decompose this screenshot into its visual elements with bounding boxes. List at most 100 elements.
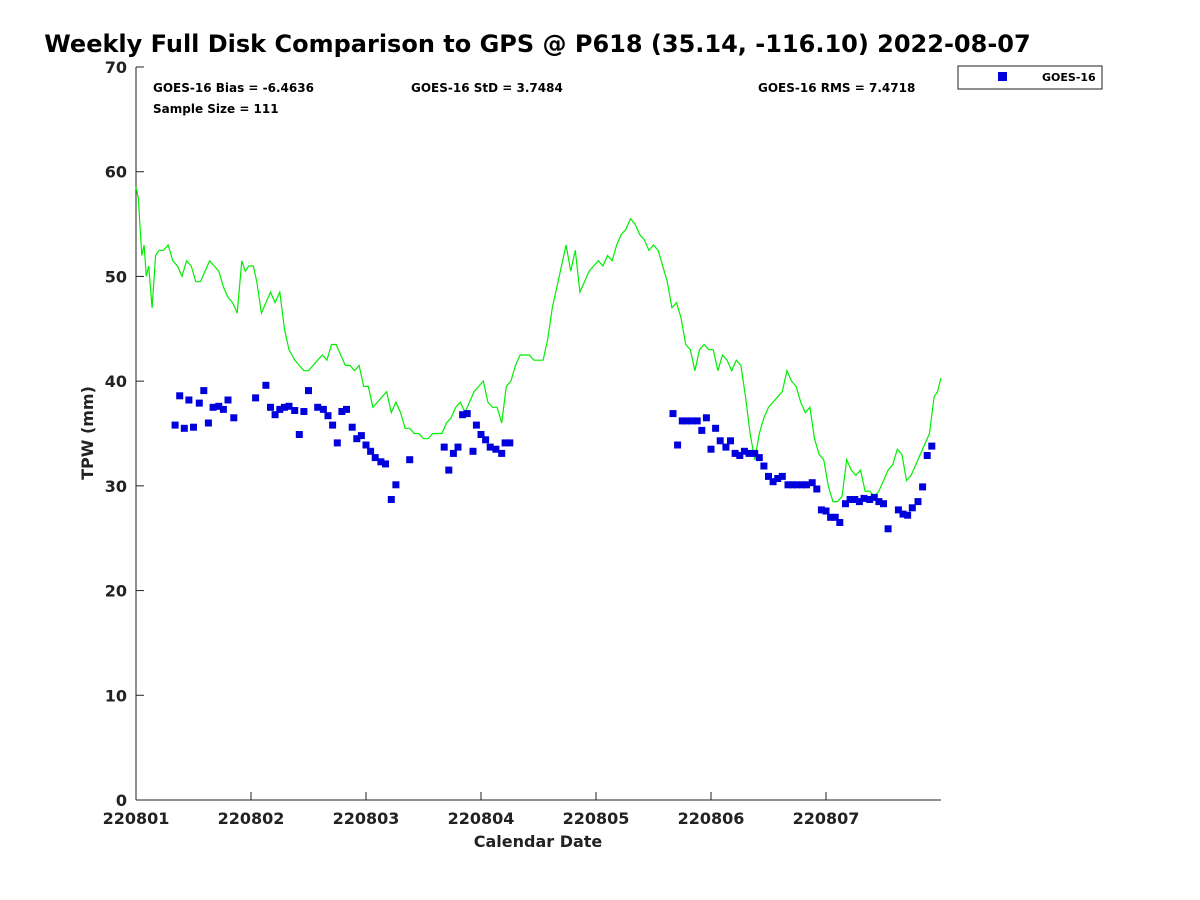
goes16-point [683, 417, 691, 425]
goes16-point [894, 506, 902, 514]
goes16-point [454, 443, 462, 451]
goes16-point [846, 496, 854, 503]
goes16-point [280, 403, 288, 411]
goes16-point [727, 437, 734, 445]
goes16-point [803, 481, 810, 489]
goes16-point [827, 513, 835, 521]
goes16-point [463, 410, 471, 418]
goes16-point [745, 449, 753, 457]
stat-std: GOES-16 StD = 3.7484 [411, 81, 563, 95]
goes16-point [482, 436, 490, 444]
x-tick-label: 220804 [448, 809, 515, 828]
goes16-point [267, 403, 274, 411]
goes16-point [702, 414, 710, 422]
goes16-point [472, 421, 480, 429]
tick-labels: 0 10 20 30 40 50 60 70 220801 220802 220803 220804 2… [103, 58, 860, 828]
goes16-point [928, 442, 936, 450]
goes16-point [851, 496, 859, 503]
goes16-point [362, 441, 370, 449]
goes16-point [793, 481, 801, 489]
legend-label: GOES-16 [1042, 71, 1096, 84]
goes16-point [908, 504, 916, 512]
goes16-point [919, 483, 927, 491]
goes16-point [501, 439, 509, 447]
goes16-point [765, 472, 772, 480]
goes16-point [731, 449, 739, 457]
goes16-point [716, 437, 724, 445]
goes16-point [778, 472, 786, 480]
goes16-point [712, 424, 720, 432]
goes16-point [185, 396, 193, 404]
goes16-point [674, 441, 682, 449]
goes16-point [798, 481, 806, 489]
goes16-point [831, 513, 839, 521]
y-tick-label: 10 [105, 686, 127, 705]
goes16-point [204, 419, 212, 427]
y-tick-label: 20 [105, 582, 127, 601]
legend-box [957, 65, 1103, 90]
goes16-point [195, 399, 203, 407]
goes16-point [295, 431, 303, 438]
goes16-point [498, 449, 506, 457]
goes16-point [343, 405, 350, 413]
goes16-point [215, 402, 223, 410]
goes16-point [875, 498, 883, 506]
goes16-point [333, 439, 341, 447]
x-tick-label: 220806 [678, 809, 745, 828]
goes16-point [707, 445, 715, 453]
goes16-point [842, 500, 849, 508]
goes16-point [923, 452, 931, 459]
goes16-point [300, 408, 308, 415]
goes16-point [899, 510, 907, 518]
y-tick-label: 70 [105, 58, 127, 77]
goes16-point [880, 500, 887, 508]
stat-bias: GOES-16 Bias = -6.4636 [153, 81, 314, 95]
gps-line [135, 187, 942, 503]
goes16-point [774, 475, 782, 482]
goes16-point [784, 481, 792, 489]
goes16-point [276, 405, 284, 413]
goes16-point [693, 417, 701, 425]
goes16-point [740, 447, 748, 455]
goes16-point [338, 408, 346, 415]
y-tick-label: 40 [105, 372, 127, 391]
goes16-point [914, 498, 922, 506]
goes16-point [377, 458, 385, 466]
goes16-point [171, 421, 179, 429]
goes16-point [469, 447, 477, 455]
goes16-point [769, 478, 777, 486]
goes16-point [329, 421, 337, 429]
goes16-point [789, 481, 797, 489]
goes16-marker-series [171, 381, 936, 533]
goes16-point [367, 447, 375, 455]
goes16-point [271, 411, 279, 419]
y-tick-label: 0 [116, 791, 127, 810]
goes16-point [855, 498, 863, 506]
goes16-point [190, 423, 197, 431]
goes16-point [224, 396, 232, 404]
x-tick-label: 220803 [333, 809, 400, 828]
chart-title: Weekly Full Disk Comparison to GPS @ P61… [44, 30, 1031, 58]
goes16-point [755, 454, 763, 462]
gps-line-series [135, 187, 942, 503]
goes16-point [813, 485, 821, 493]
goes16-point [822, 507, 830, 515]
goes16-point [445, 466, 453, 474]
stat-sample-size: Sample Size = 111 [153, 102, 279, 116]
x-tick-label: 220805 [563, 809, 630, 828]
goes16-point [751, 449, 759, 457]
goes16-point [353, 435, 361, 443]
goes16-point [506, 439, 514, 447]
goes16-point [722, 443, 730, 451]
y-axis-label: TPW (mm) [78, 386, 97, 480]
x-tick-label: 220802 [218, 809, 285, 828]
axes [135, 66, 941, 801]
goes16-point [870, 493, 878, 501]
goes16-point [387, 496, 395, 503]
goes16-point [357, 432, 365, 440]
goes16-point [904, 511, 912, 519]
goes16-point [760, 462, 768, 470]
goes16-point [866, 496, 874, 503]
goes16-point [492, 445, 500, 453]
x-tick-label: 220807 [793, 809, 860, 828]
